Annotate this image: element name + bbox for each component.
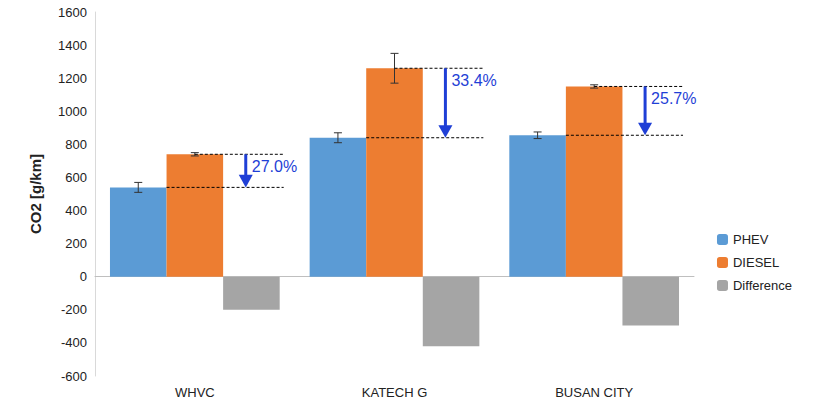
svg-text:BUSAN CITY: BUSAN CITY: [555, 385, 633, 399]
svg-text:-600: -600: [61, 369, 87, 384]
svg-text:0: 0: [80, 269, 87, 284]
svg-text:CO2 [g/km]: CO2 [g/km]: [27, 154, 44, 234]
svg-text:DIESEL: DIESEL: [733, 255, 779, 270]
svg-text:-400: -400: [61, 335, 87, 350]
svg-text:Difference: Difference: [733, 278, 792, 293]
svg-text:WHVC: WHVC: [175, 385, 215, 399]
svg-text:PHEV: PHEV: [733, 232, 769, 247]
svg-text:200: 200: [65, 236, 87, 251]
svg-text:1600: 1600: [58, 5, 87, 20]
svg-text:27.0%: 27.0%: [252, 158, 297, 175]
svg-text:KATECH G: KATECH G: [362, 385, 428, 399]
svg-text:25.7%: 25.7%: [651, 90, 696, 107]
svg-text:1400: 1400: [58, 38, 87, 53]
svg-text:1200: 1200: [58, 71, 87, 86]
svg-text:-200: -200: [61, 302, 87, 317]
svg-text:33.4%: 33.4%: [451, 72, 496, 89]
svg-text:600: 600: [65, 170, 87, 185]
svg-text:1000: 1000: [58, 104, 87, 119]
svg-text:400: 400: [65, 203, 87, 218]
svg-text:800: 800: [65, 137, 87, 152]
